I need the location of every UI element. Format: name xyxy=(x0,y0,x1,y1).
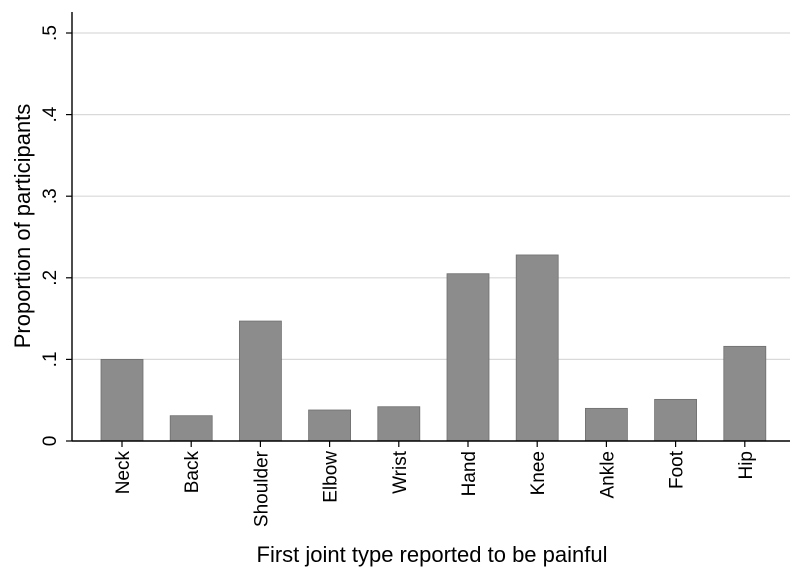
gridlines xyxy=(72,32,790,360)
x-tick-label-shoulder: Shoulder xyxy=(251,450,272,527)
x-tick-label-wrist: Wrist xyxy=(390,450,411,494)
bar-hand xyxy=(446,273,490,442)
bar-back xyxy=(169,415,213,442)
y-tick-label: .4 xyxy=(40,106,61,122)
x-tick-label-ankle: Ankle xyxy=(597,451,618,499)
y-tick-label: 0 xyxy=(40,436,61,447)
y-axis-title: Proportion of participants xyxy=(10,104,35,349)
x-axis-title: First joint type reported to be painful xyxy=(257,542,608,567)
bar-wrist xyxy=(377,406,421,442)
bar-hip xyxy=(723,345,767,442)
bar-ankle xyxy=(585,407,628,442)
bar-foot xyxy=(654,398,697,442)
y-tick-label: .3 xyxy=(40,188,61,204)
x-axis-ticks: Neck Back Shoulder Elbow Wrist Hand Knee Ankle F… xyxy=(113,441,757,527)
bar-neck xyxy=(100,358,144,442)
x-tick-label-hip: Hip xyxy=(736,451,757,480)
y-axis-ticks: 0 .1 .2 .3 .4 .5 xyxy=(40,25,72,446)
bars xyxy=(100,254,767,442)
x-tick-label-elbow: Elbow xyxy=(321,451,342,503)
bar-knee xyxy=(515,254,559,442)
y-tick-label: .2 xyxy=(40,270,61,286)
x-tick-label-hand: Hand xyxy=(459,451,480,496)
bar-elbow xyxy=(308,409,352,442)
y-tick-label: .5 xyxy=(40,25,61,41)
x-tick-label-back: Back xyxy=(182,451,203,494)
y-tick-label: .1 xyxy=(40,351,61,367)
bar-shoulder xyxy=(238,320,282,442)
x-tick-label-knee: Knee xyxy=(528,451,549,495)
x-tick-label-neck: Neck xyxy=(113,451,134,495)
x-tick-label-foot: Foot xyxy=(667,450,688,489)
